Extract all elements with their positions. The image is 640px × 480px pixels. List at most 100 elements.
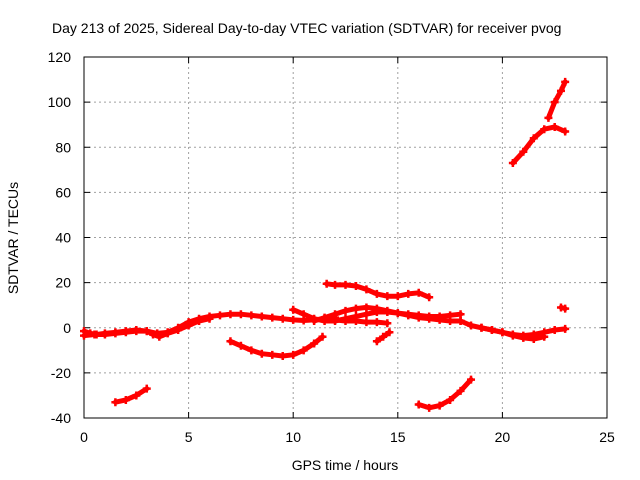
chart-title: Day 213 of 2025, Sidereal Day-to-day VTE… [52,20,561,36]
data-point [550,122,559,131]
data-point [236,310,245,319]
data-point [519,147,528,156]
x-tick-label: 0 [80,429,88,445]
data-point [341,306,350,315]
x-tick-label: 5 [185,429,193,445]
x-tick-label: 10 [285,429,301,445]
data-point [163,329,172,338]
data-point [299,310,308,319]
data-point [100,329,109,338]
data-point [331,315,340,324]
data-point [467,375,476,384]
data-point [149,330,158,339]
data-point [351,316,360,325]
series-trace [112,386,150,405]
data-point [414,313,423,322]
grid [84,57,607,418]
data-point [142,384,151,393]
data-point [247,346,256,355]
axis-ticks: 0 5 10 15 20 25 -40 -20 0 20 40 60 80 100 120 [48,49,615,445]
series-arc-13 [508,122,570,168]
data-point [362,303,371,312]
data-point [320,314,329,323]
series-arc-10 [414,375,476,412]
data-point [257,312,266,321]
y-axis-label: SDTVAR / TECUs [5,182,21,294]
data-point [268,313,277,322]
y-tick-label: 120 [48,49,72,65]
series-arc-12 [477,323,549,344]
data-point [111,328,120,337]
data-point [268,350,277,359]
data-point [550,98,559,107]
data-point [425,314,434,323]
data-point [529,335,538,344]
data-point [467,321,476,330]
data-point [341,280,350,289]
data-point [456,316,465,325]
data-point [556,86,565,95]
data-point [372,289,381,298]
data-point [236,341,245,350]
data-point [111,398,120,407]
data-point [414,288,423,297]
series-arc-4 [226,332,327,360]
x-tick-label: 15 [390,429,406,445]
data-point [205,314,214,323]
data-point [310,339,319,348]
data-point [341,316,350,325]
data-point [247,311,256,320]
data-point [362,285,371,294]
data-point [498,328,507,337]
data-point [404,311,413,320]
data-point [121,327,130,336]
series-arc-7 [320,314,392,328]
data-point [322,279,331,288]
data-point [487,326,496,335]
series-arc-14 [544,77,570,122]
series-arc-9 [372,328,394,346]
data-point [362,310,371,319]
data-point [561,304,570,313]
y-tick-label: -20 [51,365,71,381]
data-point [446,316,455,325]
data-point [372,318,381,327]
data-point [544,113,553,122]
data-point [379,332,388,341]
data-point [393,292,402,301]
y-tick-label: 40 [55,230,71,246]
data-point [362,318,371,327]
data-point [529,134,538,143]
series-trace [510,124,568,166]
x-tick-label: 25 [599,429,615,445]
data-point [477,323,486,332]
data-point [508,159,517,168]
y-tick-label: 60 [55,184,71,200]
data-point [383,306,392,315]
data-point [456,310,465,319]
data-point [351,304,360,313]
data-point [425,293,434,302]
data-point [226,337,235,346]
data-point [132,326,141,335]
data-point [561,324,570,333]
x-axis-label: GPS time / hours [292,457,399,473]
data-point [561,77,570,86]
y-tick-label: 100 [48,94,72,110]
series-arc-2 [80,314,214,341]
series-arc-15 [556,303,570,313]
data-point [174,326,183,335]
data-point [310,316,319,325]
data-point [289,315,298,324]
data-point [385,328,394,337]
data-series [80,77,570,412]
data-point [278,314,287,323]
data-point [289,305,298,314]
data-point [289,350,298,359]
data-point [184,321,193,330]
y-tick-label: 0 [63,320,71,336]
x-tick-label: 20 [495,429,511,445]
data-point [383,292,392,301]
data-point [383,319,392,328]
